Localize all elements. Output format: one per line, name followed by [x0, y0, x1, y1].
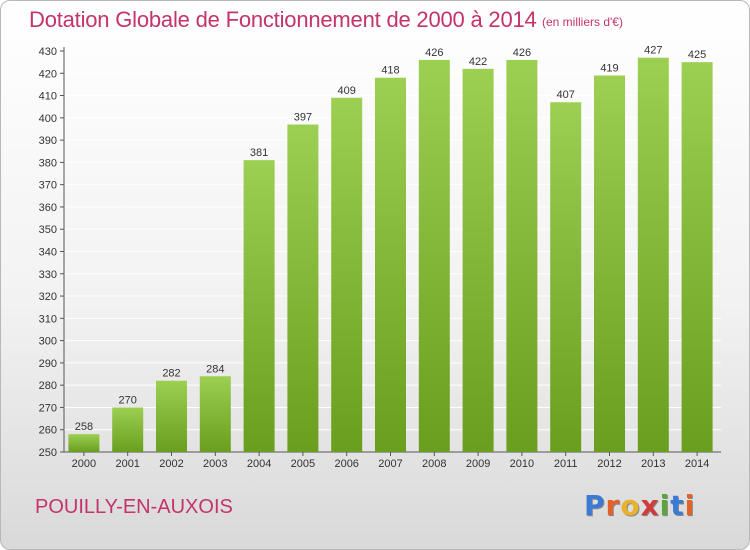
data-label: 407 — [557, 89, 575, 101]
y-tick-label: 310 — [39, 313, 57, 325]
x-tick-label: 2009 — [466, 458, 490, 470]
y-tick-label: 260 — [39, 425, 57, 437]
x-tick-label: 2010 — [510, 458, 534, 470]
y-tick-label: 410 — [39, 91, 57, 103]
x-tick-label: 2002 — [159, 458, 183, 470]
data-label: 258 — [75, 421, 93, 433]
chart-title: Dotation Globale de Fonctionnement de 20… — [29, 7, 537, 32]
bar — [550, 102, 582, 452]
commune-name: POUILLY-EN-AUXOIS — [35, 496, 233, 518]
y-tick-label: 270 — [39, 402, 57, 414]
y-tick-label: 250 — [39, 447, 57, 459]
x-tick-label: 2005 — [291, 458, 315, 470]
y-tick-label: 380 — [39, 157, 57, 169]
logo-letter: t — [670, 489, 685, 522]
y-tick-label: 400 — [39, 113, 57, 125]
y-tick-label: 420 — [39, 68, 57, 80]
data-label: 426 — [425, 47, 443, 59]
bar — [156, 380, 187, 452]
data-label: 419 — [600, 63, 618, 75]
y-tick-label: 300 — [39, 336, 57, 348]
y-tick-label: 370 — [39, 180, 57, 192]
x-tick-label: 2004 — [247, 458, 271, 470]
logo-letter: o — [620, 489, 641, 522]
data-label: 282 — [162, 368, 180, 380]
bar — [243, 160, 275, 452]
data-label: 427 — [644, 45, 662, 57]
bar — [112, 407, 144, 452]
bar — [375, 77, 406, 452]
data-label: 418 — [381, 65, 399, 77]
bar — [506, 59, 538, 453]
x-tick-label: 2003 — [203, 458, 227, 470]
data-label: 422 — [469, 56, 487, 68]
bar — [287, 124, 319, 453]
y-tick-label: 330 — [39, 269, 57, 281]
bar — [594, 75, 625, 452]
bar — [462, 68, 494, 453]
x-tick-label: 2012 — [597, 458, 621, 470]
data-label: 409 — [338, 85, 356, 97]
x-tick-label: 2013 — [641, 458, 665, 470]
bar — [331, 97, 363, 453]
proxiti-logo: Proxiti — [584, 489, 695, 522]
logo-letter: x — [640, 489, 660, 522]
bar — [68, 434, 100, 452]
bar — [199, 376, 231, 452]
logo-letter: i — [684, 489, 696, 522]
y-tick-label: 430 — [39, 46, 57, 58]
y-tick-label: 360 — [39, 202, 57, 214]
chart-unit: (en milliers d'€) — [542, 15, 623, 29]
x-tick-label: 2011 — [554, 458, 578, 470]
x-tick-label: 2006 — [334, 458, 358, 470]
data-label: 425 — [688, 49, 706, 61]
y-tick-label: 280 — [39, 380, 57, 392]
x-tick-label: 2014 — [685, 458, 709, 470]
bar — [418, 59, 450, 453]
x-tick-label: 2008 — [422, 458, 446, 470]
logo-letter: i — [659, 489, 671, 522]
bar — [681, 62, 713, 453]
data-label: 426 — [513, 47, 531, 59]
data-label: 284 — [206, 363, 224, 375]
logo-letter: r — [605, 489, 621, 522]
x-tick-label: 2000 — [72, 458, 96, 470]
x-tick-label: 2001 — [115, 458, 139, 470]
y-tick-label: 390 — [39, 135, 57, 147]
x-tick-label: 2007 — [378, 458, 402, 470]
data-label: 397 — [294, 112, 312, 124]
data-label: 381 — [250, 147, 268, 159]
y-tick-label: 340 — [39, 247, 57, 259]
bar — [637, 57, 669, 452]
logo-letter: P — [584, 489, 606, 522]
data-label: 270 — [119, 394, 137, 406]
y-tick-label: 320 — [39, 291, 57, 303]
y-tick-label: 350 — [39, 224, 57, 236]
y-tick-label: 290 — [39, 358, 57, 370]
